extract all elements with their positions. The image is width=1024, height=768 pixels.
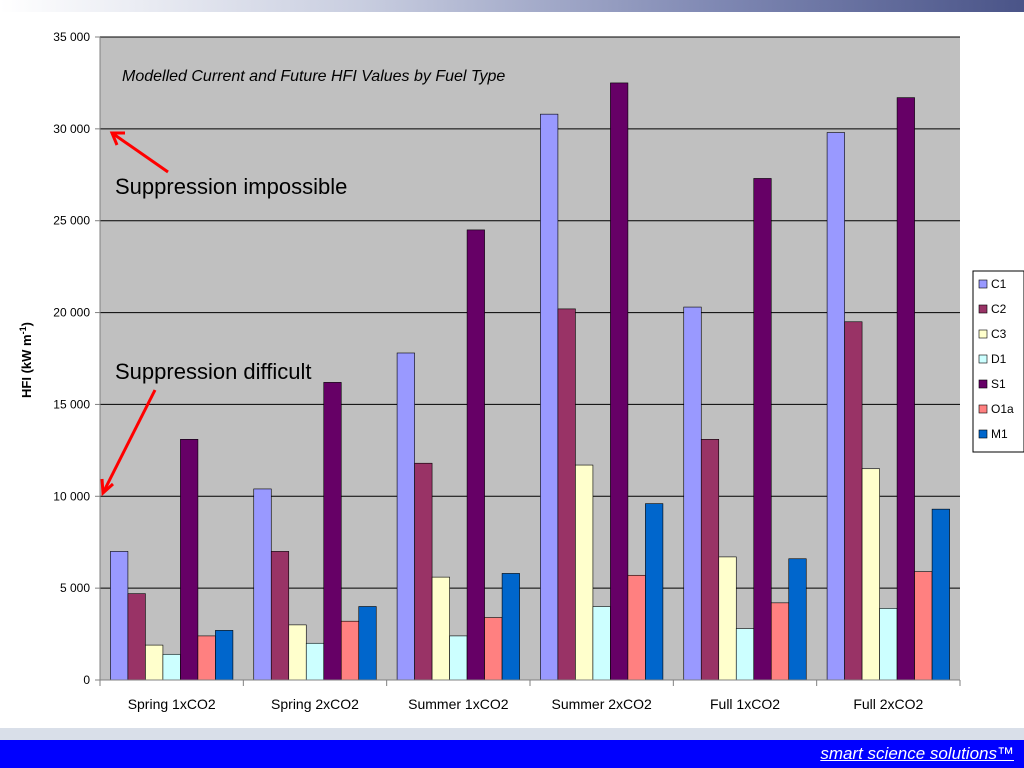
bar-c3 [288, 624, 307, 681]
bar-o1a [197, 635, 216, 681]
bar-d1 [305, 642, 325, 681]
arrow-impossible [111, 131, 169, 174]
bar-d1 [162, 653, 181, 681]
legend-label-c3: C3 [991, 327, 1007, 341]
gridlines [100, 36, 960, 589]
legend-swatch-d1 [978, 354, 988, 364]
x-category-label: Spring 1xCO2 [128, 696, 216, 712]
y-tick-label: 10 000 [53, 489, 90, 503]
bar-d1 [449, 635, 468, 681]
legend-label-m1: M1 [991, 427, 1008, 441]
bar-s1 [753, 178, 772, 681]
legend-label-s1: S1 [991, 377, 1006, 391]
x-category-label: Spring 2xCO2 [271, 696, 359, 712]
legend-label-c1: C1 [991, 277, 1007, 291]
y-tick-label: 15 000 [53, 397, 90, 411]
bar-c2 [127, 593, 146, 681]
bar-d1 [592, 606, 611, 681]
legend-swatch-c3 [978, 329, 988, 339]
bar-c1 [253, 488, 272, 681]
bar-c1 [826, 132, 845, 681]
bar-c1 [540, 113, 559, 681]
bar-o1a [484, 617, 503, 681]
bar-m1 [358, 606, 377, 681]
hfi-bar-chart: 0 5 000 10 000 15 000 20 000 25 000 30 000 35 0… [18, 30, 1024, 712]
legend: C1 C2 C3 D1 S1 O1a M1 [972, 270, 1024, 453]
legend-swatch-s1 [978, 379, 988, 389]
chart-title: Modelled Current and Future HFI Values b… [122, 68, 505, 85]
bar-o1a [627, 574, 646, 681]
bar-c2 [844, 321, 863, 681]
bar-s1 [466, 229, 485, 681]
arrow-difficult [101, 389, 157, 494]
arrow-head-impossible [109, 131, 125, 146]
y-tick-label: 35 000 [53, 30, 90, 44]
top-gradient-band [0, 0, 1024, 12]
bar-o1a [340, 620, 360, 681]
bar-c2 [557, 308, 576, 681]
footer-brand-link[interactable]: smart science solutions™ [820, 744, 1014, 763]
y-tick-label: 0 [83, 673, 90, 687]
bar-m1 [788, 558, 807, 681]
y-axis-title: HFI (kW m-1) [18, 322, 34, 398]
x-axis: Spring 1xCO2 Spring 2xCO2 Summer 1xCO2 Summ… [99, 679, 961, 712]
legend-label-c2: C2 [991, 302, 1007, 316]
arrow-head-difficult [100, 478, 115, 497]
legend-swatch-c2 [978, 304, 988, 314]
x-category-label: Full 1xCO2 [710, 696, 780, 712]
bar-d1 [879, 608, 898, 681]
footer-stripe [0, 728, 1024, 740]
y-tick-label: 25 000 [53, 214, 90, 228]
bar-c1 [683, 306, 702, 681]
plot-area [100, 37, 960, 680]
legend-label-o1a: O1a [991, 402, 1014, 416]
legend-label-d1: D1 [991, 352, 1007, 366]
bar-m1 [931, 508, 950, 681]
bar-o1a [914, 571, 933, 681]
y-tick-label: 30 000 [53, 122, 90, 136]
bar-c2 [700, 439, 720, 681]
y-tick-label: 5 000 [60, 581, 90, 595]
footer-bar: smart science solutions™ [0, 740, 1024, 768]
bar-d1 [735, 628, 755, 681]
bar-s1 [180, 439, 199, 681]
x-category-label: Full 2xCO2 [853, 696, 923, 712]
bar-c3 [145, 644, 164, 681]
x-category-label: Summer 2xCO2 [551, 696, 652, 712]
bar-c1 [396, 352, 415, 681]
bars [110, 82, 950, 681]
y-tick-label: 20 000 [53, 306, 90, 320]
bar-s1 [323, 382, 342, 681]
bar-c1 [110, 551, 129, 681]
bar-c2 [414, 462, 433, 681]
bar-c2 [270, 551, 290, 681]
bar-s1 [610, 82, 629, 681]
bar-c3 [575, 464, 594, 681]
y-axis: 0 5 000 10 000 15 000 20 000 25 000 30 000 35 0… [53, 30, 101, 687]
bar-c3 [718, 556, 737, 681]
bar-m1 [645, 503, 664, 681]
legend-swatch-c1 [978, 279, 988, 289]
annotation-suppression-difficult: Suppression difficult [115, 359, 312, 384]
bar-o1a [770, 602, 790, 681]
bar-m1 [215, 630, 234, 681]
legend-swatch-m1 [978, 429, 988, 439]
x-category-label: Summer 1xCO2 [408, 696, 509, 712]
bar-c3 [861, 468, 880, 681]
bar-s1 [896, 97, 915, 681]
legend-swatch-o1a [978, 404, 988, 414]
bar-c3 [431, 576, 450, 681]
bar-m1 [501, 573, 520, 681]
annotation-suppression-impossible: Suppression impossible [115, 174, 347, 199]
